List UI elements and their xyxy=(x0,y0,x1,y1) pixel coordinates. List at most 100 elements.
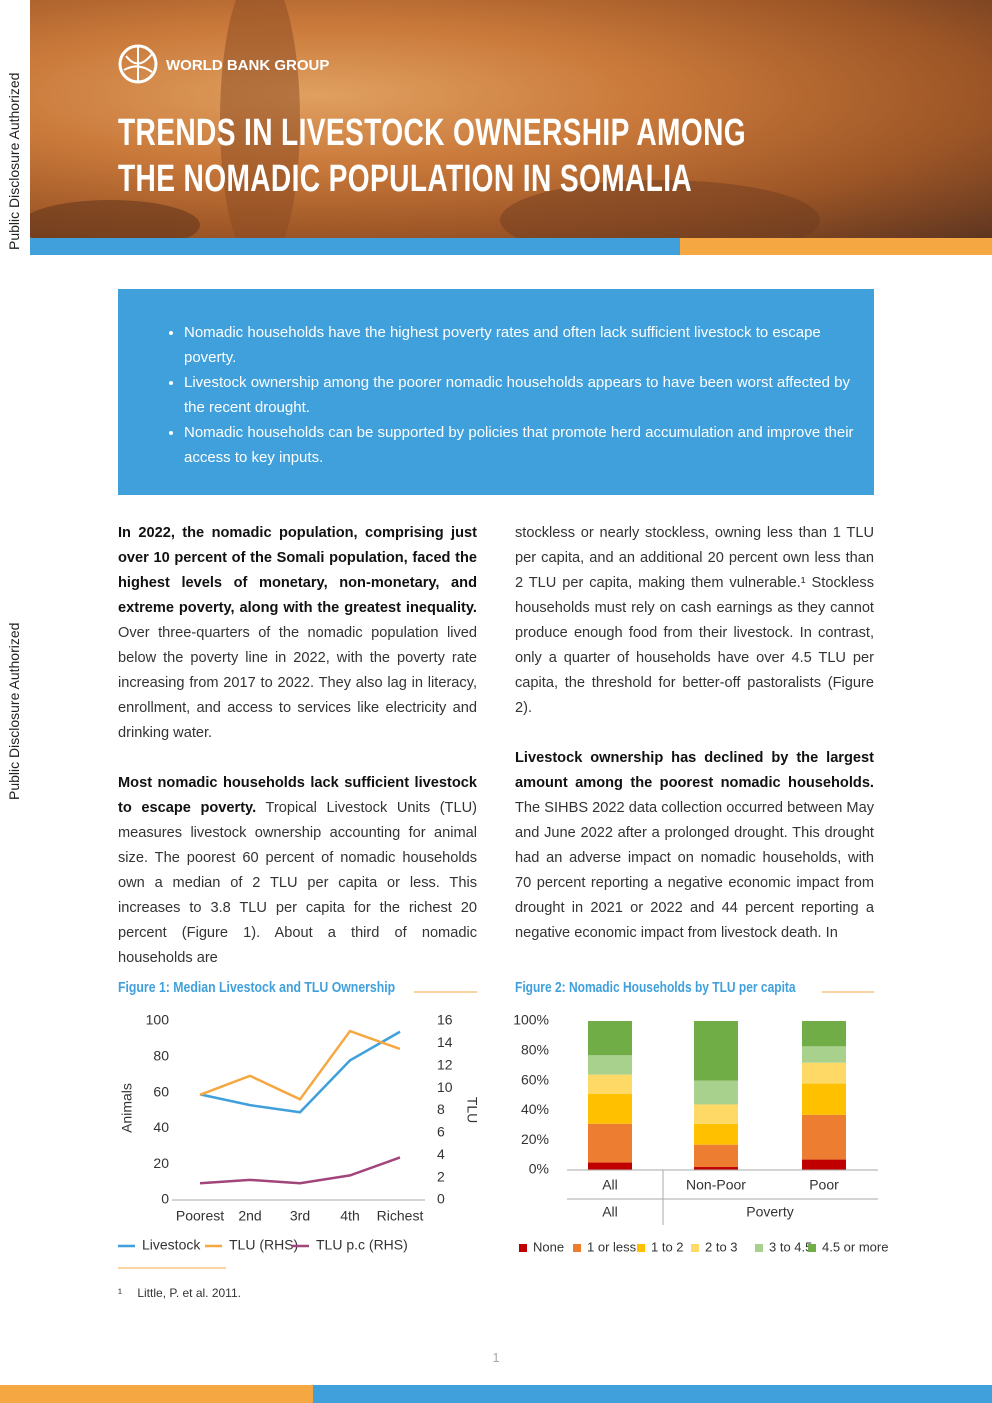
logo-text: WORLD BANK GROUP xyxy=(166,57,329,74)
line-series xyxy=(199,1030,401,1114)
summary-bullet: Livestock ownership among the poorer nom… xyxy=(184,370,860,420)
y-tick-label: 100% xyxy=(513,1012,549,1028)
summary-box: Nomadic households have the highest pove… xyxy=(118,289,874,495)
x-tick-label: Richest xyxy=(377,1208,424,1224)
y2-tick-label: 16 xyxy=(437,1012,453,1028)
paragraph: Livestock ownership has declined by the … xyxy=(515,746,874,946)
legend-label: TLU p.c (RHS) xyxy=(316,1237,408,1253)
y2-tick-label: 10 xyxy=(437,1079,453,1095)
bar-segment xyxy=(694,1080,738,1105)
header-image xyxy=(30,0,992,238)
y-tick-label: 20% xyxy=(521,1131,549,1147)
bar-segment xyxy=(802,1159,846,1170)
legend-swatch xyxy=(691,1244,699,1252)
legend-label: 1 to 2 xyxy=(651,1239,684,1254)
side-label: Public Disclosure Authorized xyxy=(6,622,22,800)
bar-segment xyxy=(802,1021,846,1047)
x-tick-label: All xyxy=(602,1177,618,1193)
figures: Figure 1: Median Livestock and TLU Owner… xyxy=(118,979,888,1269)
bar-segment xyxy=(694,1021,738,1081)
lead-text: Most nomadic households lack sufficient … xyxy=(118,775,477,816)
header-art xyxy=(30,0,820,238)
lead-text: In 2022, the nomadic population, compris… xyxy=(118,525,477,616)
footer-bar xyxy=(313,1385,992,1403)
y-tick-label: 80% xyxy=(521,1042,549,1058)
column: In 2022, the nomadic population, compris… xyxy=(118,521,477,996)
group-label: All xyxy=(602,1204,618,1220)
summary-bullet: Nomadic households have the highest pove… xyxy=(184,320,860,370)
figure-title: Figure 2: Nomadic Households by TLU per … xyxy=(515,979,796,996)
footnote-mark: ¹ xyxy=(118,1286,122,1300)
legend-label: TLU (RHS) xyxy=(229,1237,298,1253)
y-tick-label: 0% xyxy=(529,1161,549,1177)
y-tick-label: 40% xyxy=(521,1101,549,1117)
y-tick-label: 100 xyxy=(146,1012,170,1028)
footer-bar xyxy=(0,1385,313,1403)
legend-swatch xyxy=(637,1244,645,1252)
logo: WORLD BANK GROUP xyxy=(118,44,329,84)
body-text: Over three-quarters of the nomadic popul… xyxy=(118,625,477,741)
legend-swatch xyxy=(755,1244,763,1252)
bar-segment xyxy=(694,1167,738,1170)
bar-segment xyxy=(694,1104,738,1124)
legend-label: None xyxy=(533,1239,564,1254)
y-tick-label: 80 xyxy=(153,1048,169,1064)
bar-segment xyxy=(588,1074,632,1095)
line-series xyxy=(199,1029,401,1101)
footnote: ¹ Little, P. et al. 2011. xyxy=(118,1286,241,1300)
y-tick-label: 60 xyxy=(153,1083,169,1099)
figure-title: Figure 1: Median Livestock and TLU Owner… xyxy=(118,979,395,995)
bar-segment xyxy=(802,1046,846,1063)
legend-label: 4.5 or more xyxy=(822,1239,888,1254)
body-text: stockless or nearly stockless, owning le… xyxy=(515,525,874,716)
bar-segment xyxy=(588,1123,632,1163)
x-tick-label: 4th xyxy=(340,1208,359,1224)
legend-swatch xyxy=(808,1244,816,1252)
column: stockless or nearly stockless, owning le… xyxy=(515,521,874,971)
body-text: The SIHBS 2022 data collection occurred … xyxy=(515,800,874,941)
y-tick-label: 20 xyxy=(153,1155,169,1171)
x-tick-label: Non-Poor xyxy=(686,1177,746,1193)
x-tick-label: Poor xyxy=(809,1177,839,1193)
paragraph: stockless or nearly stockless, owning le… xyxy=(515,521,874,721)
side-label: Public Disclosure Authorized xyxy=(6,72,22,250)
y2-tick-label: 4 xyxy=(437,1146,445,1162)
lead-text: Livestock ownership has declined by the … xyxy=(515,750,874,791)
line-series xyxy=(199,1156,401,1185)
y-tick-label: 40 xyxy=(153,1119,169,1135)
legend-label: 2 to 3 xyxy=(705,1239,738,1254)
summary-list: Nomadic households have the highest pove… xyxy=(156,320,860,470)
bar-segment xyxy=(802,1083,846,1115)
y-axis-label: Animals xyxy=(119,1083,135,1133)
y2-tick-label: 12 xyxy=(437,1056,453,1072)
bar-segment xyxy=(802,1114,846,1160)
x-tick-label: Poorest xyxy=(176,1208,224,1224)
bar-segment xyxy=(588,1094,632,1124)
stripe xyxy=(680,238,992,255)
y2-axis-label: TLU xyxy=(464,1097,480,1123)
paragraph: Most nomadic households lack sufficient … xyxy=(118,771,477,971)
body-text: Tropical Livestock Units (TLU) measures … xyxy=(118,800,477,966)
stripe xyxy=(30,238,680,255)
legend-label: Livestock xyxy=(142,1237,201,1253)
summary-bullet: Nomadic households can be supported by p… xyxy=(184,420,860,470)
page-number: 1 xyxy=(492,1350,500,1365)
footnote-text: Little, P. et al. 2011. xyxy=(137,1286,241,1300)
paragraph: In 2022, the nomadic population, compris… xyxy=(118,521,477,746)
bar-segment xyxy=(588,1021,632,1056)
x-tick-label: 3rd xyxy=(290,1208,310,1224)
legend-label: 3 to 4.5 xyxy=(769,1239,812,1254)
legend-swatch xyxy=(573,1244,581,1252)
bar-segment xyxy=(694,1144,738,1168)
title-line: THE NOMADIC POPULATION IN SOMALIA xyxy=(118,158,693,200)
y-tick-label: 60% xyxy=(521,1071,549,1087)
legend-label: 1 or less xyxy=(587,1239,637,1254)
x-tick-label: 2nd xyxy=(238,1208,261,1224)
bar-segment xyxy=(588,1162,632,1170)
title-line: TRENDS IN LIVESTOCK OWNERSHIP AMONG xyxy=(118,112,746,154)
y2-tick-label: 14 xyxy=(437,1034,453,1050)
bar-segment xyxy=(802,1062,846,1084)
y2-tick-label: 2 xyxy=(437,1168,445,1184)
bar-segment xyxy=(588,1055,632,1075)
